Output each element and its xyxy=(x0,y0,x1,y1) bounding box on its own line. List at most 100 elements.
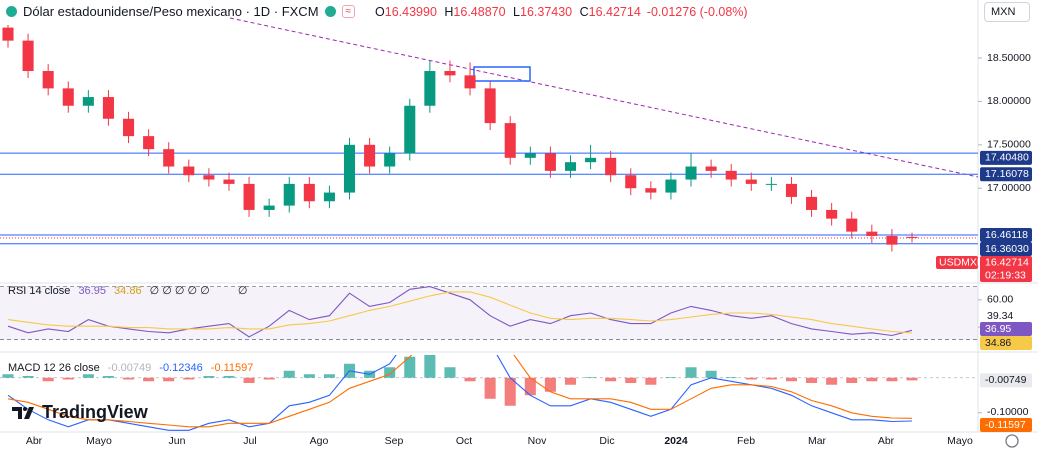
candle-body xyxy=(685,166,697,180)
y-tick-label: 18.00000 xyxy=(987,95,1031,107)
histogram-bar xyxy=(906,377,918,381)
macd-legend: MACD 12 26 close -0.00749 -0.12346 -0.11… xyxy=(8,362,258,374)
candle-body xyxy=(745,179,757,184)
histogram-bar xyxy=(886,377,898,382)
price-badge-label: 16.46118 xyxy=(985,229,1028,241)
candle-body xyxy=(906,236,918,238)
histogram-bar xyxy=(102,376,114,378)
brand-name: TradingView xyxy=(42,402,148,422)
histogram-bar xyxy=(846,377,858,383)
rsi-title: RSI 14 close xyxy=(8,285,71,297)
range-box xyxy=(473,66,531,82)
candle-body xyxy=(303,183,315,202)
candle-body xyxy=(343,144,356,193)
price-badge-label: 16.36030 xyxy=(985,243,1029,255)
histogram-bar xyxy=(62,377,74,380)
histogram-bar xyxy=(625,377,637,383)
candle-body xyxy=(725,170,737,180)
histogram-bar xyxy=(183,377,195,380)
rsi-band xyxy=(0,286,978,340)
histogram-bar xyxy=(444,367,456,378)
settings-icon[interactable] xyxy=(1005,434,1019,448)
histogram-bar xyxy=(22,376,34,378)
histogram-bar xyxy=(123,377,135,380)
candle-body xyxy=(564,162,577,171)
candle-body xyxy=(765,183,777,185)
histogram-bar xyxy=(725,377,737,378)
signal-value: -0.11597 xyxy=(210,362,254,374)
candle-body xyxy=(2,27,14,41)
rsi-ma-value: 34.86 xyxy=(114,285,142,297)
indicator-line xyxy=(7,291,913,334)
y-tick-label: 60.00 xyxy=(987,294,1013,306)
candle-body xyxy=(163,149,175,167)
histogram-bar xyxy=(645,377,657,385)
pane xyxy=(0,25,978,252)
x-tick-label: Abr xyxy=(878,435,895,447)
rsi-value: 36.95 xyxy=(78,285,106,297)
histogram-bar xyxy=(424,355,436,378)
price-badge xyxy=(980,228,1032,242)
indicator-line xyxy=(7,355,913,428)
histogram-bar xyxy=(303,374,315,378)
brand[interactable]: TradingView xyxy=(12,402,148,423)
histogram-bar xyxy=(263,377,275,380)
ohlc: O16.43990 H16.48870 L16.37430 C16.42714 xyxy=(371,5,641,19)
indicator-tag[interactable]: ≈ xyxy=(341,5,356,18)
candle-body xyxy=(203,175,215,180)
histogram-bar xyxy=(745,377,757,380)
candle-body xyxy=(82,97,94,106)
histogram-bar xyxy=(223,376,235,378)
histogram-bar xyxy=(544,377,556,392)
ohlc-value: 16.37430 xyxy=(520,4,573,19)
ohlc-key: L xyxy=(513,4,520,19)
x-tick-label: Feb xyxy=(737,435,755,447)
candle-body xyxy=(705,166,717,171)
ohlc-value: 16.42714 xyxy=(588,4,641,19)
histogram-bar xyxy=(243,377,255,383)
last-price-label: 16.42714 xyxy=(985,256,1029,268)
rsi-extra: ∅ xyxy=(237,285,248,297)
histogram-bar xyxy=(504,377,516,406)
header: Dólar estadounidense/Peso mexicano · 1D … xyxy=(6,4,748,19)
candle-body xyxy=(605,157,617,176)
histogram-bar xyxy=(384,367,396,378)
histogram-bar xyxy=(564,377,577,385)
histogram-bar xyxy=(866,377,878,382)
candle-body xyxy=(364,144,376,167)
candle-body xyxy=(102,97,114,119)
ohlc-value: 16.48870 xyxy=(453,4,506,19)
candle-body xyxy=(404,105,416,154)
price-badge xyxy=(980,418,1032,432)
symbol-name: Dólar estadounidense/Peso mexicano · 1D … xyxy=(23,4,319,19)
candle-body xyxy=(886,235,898,245)
histogram-bar xyxy=(82,374,94,378)
histogram-bar xyxy=(163,377,175,382)
countdown: 02:19:33 xyxy=(985,269,1026,281)
candle-body xyxy=(444,71,456,76)
x-tick-label: Jun xyxy=(169,435,186,447)
histogram-bar xyxy=(665,377,677,378)
histogram-bar xyxy=(323,374,335,378)
macd-value: -0.12346 xyxy=(159,362,203,374)
x-tick-label: Nov xyxy=(528,435,547,447)
indicator-line xyxy=(7,286,913,338)
symbol-badge-label: USDMXN xyxy=(939,256,985,268)
market-status[interactable] xyxy=(324,6,336,17)
x-tick-label: Mayo xyxy=(86,435,112,447)
price-badge xyxy=(980,322,1032,336)
price-badge-label: -0.11597 xyxy=(985,419,1026,431)
currency-select[interactable]: MXN xyxy=(984,2,1030,22)
histogram-bar xyxy=(826,377,838,385)
candle-body xyxy=(464,75,476,89)
candle-body xyxy=(866,231,878,236)
rsi-legend: RSI 14 close 36.95 34.86 ∅ ∅ ∅ ∅ ∅ ∅ xyxy=(8,284,252,297)
ohlc-key: O xyxy=(375,4,385,19)
histogram-bar xyxy=(42,377,54,382)
candle-body xyxy=(785,183,797,197)
histogram-bar xyxy=(705,370,717,378)
histogram-bar xyxy=(143,377,155,382)
price-badge xyxy=(980,167,1032,182)
price-badge-label: 34.86 xyxy=(985,337,1011,349)
